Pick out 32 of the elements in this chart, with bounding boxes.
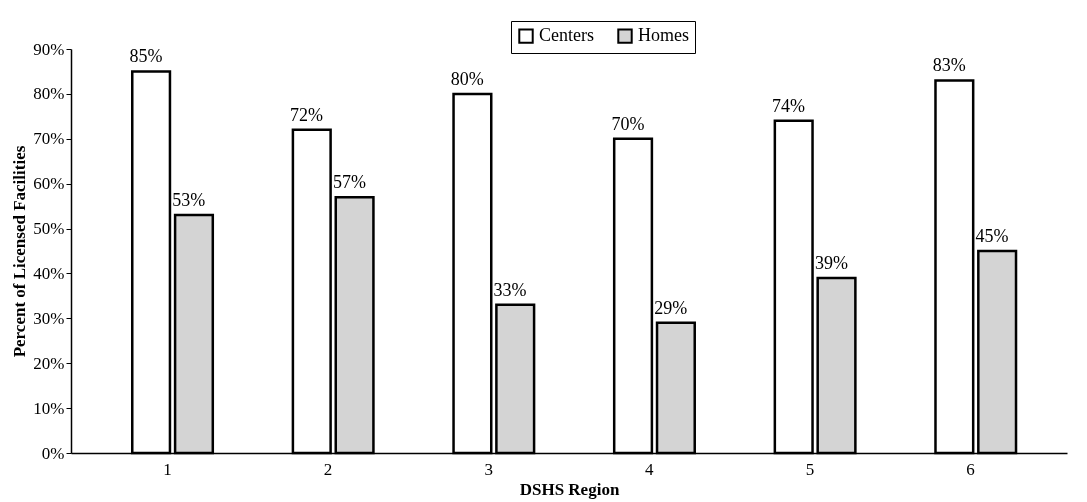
legend-label: Homes bbox=[638, 25, 689, 46]
x-axis-title: DSHS Region bbox=[519, 479, 620, 499]
y-tick-label: 70% bbox=[33, 129, 65, 149]
x-tick-label: 2 bbox=[323, 459, 333, 479]
y-tick-label: 10% bbox=[33, 398, 65, 418]
y-tick-label: 50% bbox=[33, 219, 65, 239]
data-label: 70% bbox=[611, 113, 645, 134]
y-tick-label: 80% bbox=[33, 84, 65, 104]
x-tick-label: 6 bbox=[966, 459, 975, 479]
data-label: 39% bbox=[814, 252, 848, 273]
data-label: 72% bbox=[290, 104, 324, 125]
data-label: 83% bbox=[932, 55, 966, 76]
data-label: 45% bbox=[975, 226, 1009, 246]
data-label: 33% bbox=[493, 279, 527, 300]
y-tick-label: 90% bbox=[33, 39, 65, 59]
y-tick-label: 40% bbox=[33, 263, 65, 283]
data-label: 85% bbox=[129, 46, 163, 67]
data-label: 57% bbox=[332, 172, 366, 193]
y-axis-title: Percent of Licensed Facilities bbox=[10, 145, 30, 358]
x-tick-label: 5 bbox=[805, 459, 815, 479]
y-tick-label: 60% bbox=[33, 174, 65, 194]
data-label: 74% bbox=[772, 95, 806, 116]
x-tick-label: 1 bbox=[163, 459, 172, 479]
y-tick-label: 0% bbox=[41, 443, 65, 463]
x-tick-label: 3 bbox=[484, 459, 493, 479]
y-tick-label: 20% bbox=[33, 353, 65, 373]
y-tick-label: 30% bbox=[33, 308, 65, 328]
x-tick-label: 4 bbox=[645, 459, 655, 479]
data-label: 29% bbox=[654, 297, 688, 318]
legend-label: Centers bbox=[539, 25, 594, 46]
data-label: 53% bbox=[172, 190, 206, 211]
data-label: 80% bbox=[450, 68, 484, 89]
